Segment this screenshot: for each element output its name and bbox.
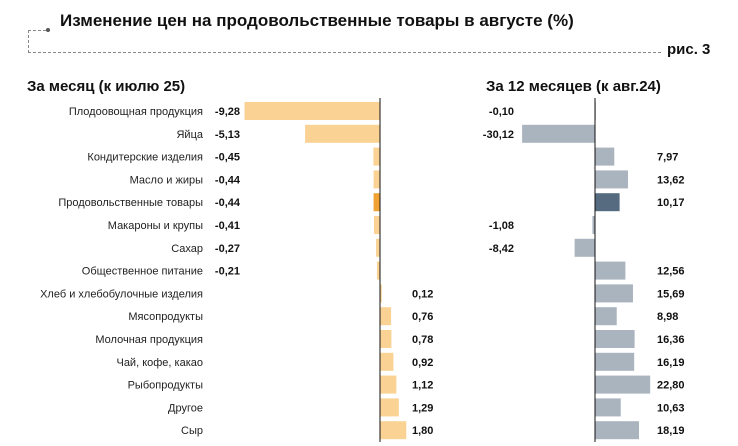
right-panel-title: За 12 месяцев (к авг.24) — [486, 78, 661, 95]
value-label: -0,21 — [215, 266, 240, 278]
bar-12m-10 — [595, 330, 635, 348]
bar-12m-4 — [595, 193, 620, 212]
bar-month-2 — [373, 147, 380, 166]
left-panel-title: За месяц (к июлю 25) — [27, 78, 186, 95]
bar-month-9 — [380, 307, 392, 326]
value-label: 16,36 — [657, 334, 685, 346]
value-label: 0,76 — [412, 311, 433, 323]
title-frame — [28, 30, 661, 53]
value-label: 0,78 — [412, 334, 433, 346]
bar-12m-12 — [595, 375, 651, 394]
category-label: Молочная продукция — [95, 334, 203, 346]
figure-label: рис. 3 — [667, 41, 711, 58]
value-label: 8,98 — [657, 311, 678, 323]
value-label: 18,19 — [657, 425, 685, 437]
value-label: -0,10 — [489, 106, 514, 118]
bar-month-1 — [305, 124, 380, 143]
title-dot — [46, 28, 50, 32]
category-label: Продовольственные товары — [58, 197, 203, 209]
value-label: 12,56 — [657, 266, 685, 278]
bar-month-12 — [380, 375, 397, 394]
category-label: Яйца — [176, 129, 203, 141]
value-label: -5,13 — [215, 129, 240, 141]
category-label: Сыр — [181, 425, 203, 437]
bar-month-14 — [380, 421, 407, 440]
value-label: 0,12 — [412, 288, 433, 300]
bar-12m-13 — [595, 398, 621, 417]
value-label: 13,62 — [657, 174, 685, 186]
bar-month-8 — [380, 284, 382, 303]
value-label: -0,45 — [215, 152, 240, 164]
bar-month-10 — [380, 330, 392, 348]
category-label: Сахар — [171, 243, 203, 255]
category-label: Хлеб и хлебобулочные изделия — [40, 288, 203, 300]
category-label: Кондитерские изделия — [87, 152, 203, 164]
value-label: -9,28 — [215, 106, 240, 118]
bar-12m-14 — [595, 421, 640, 440]
category-label: Чай, кофе, какао — [116, 357, 203, 369]
bar-12m-5 — [592, 216, 595, 234]
value-label: -0,44 — [215, 197, 241, 209]
category-label: Мясопродукты — [128, 311, 203, 323]
category-label: Общественное питание — [82, 266, 203, 278]
category-label: Другое — [168, 402, 203, 414]
category-label: Макароны и крупы — [108, 220, 203, 232]
value-label: 0,92 — [412, 357, 433, 369]
category-label: Масло и жиры — [130, 174, 203, 186]
value-label: 7,97 — [657, 152, 678, 164]
bar-12m-6 — [574, 238, 595, 257]
value-label: 1,12 — [412, 380, 433, 392]
bar-12m-7 — [595, 261, 626, 280]
value-label: -0,44 — [215, 174, 241, 186]
bar-12m-2 — [595, 147, 615, 166]
bar-12m-3 — [595, 170, 628, 189]
value-label: -0,27 — [215, 243, 240, 255]
category-label: Рыбопродукты — [128, 380, 204, 392]
bar-month-6 — [376, 238, 380, 257]
value-label: 15,69 — [657, 288, 685, 300]
bar-month-7 — [376, 261, 380, 280]
bar-month-4 — [373, 193, 380, 212]
bar-month-3 — [373, 170, 380, 189]
bar-12m-11 — [595, 352, 635, 371]
bar-12m-8 — [595, 284, 633, 303]
value-label: -1,08 — [489, 220, 514, 232]
bar-12m-1 — [522, 124, 595, 143]
bar-12m-9 — [595, 307, 617, 326]
chart-title: Изменение цен на продовольственные товар… — [60, 11, 574, 30]
value-label: -8,42 — [489, 243, 514, 255]
value-label: 22,80 — [657, 380, 685, 392]
title-frame-top — [28, 30, 46, 31]
bar-month-0 — [244, 102, 380, 120]
value-label: 10,17 — [657, 197, 685, 209]
bar-month-5 — [374, 216, 380, 234]
category-label: Плодоовощная продукция — [69, 106, 203, 118]
bar-month-13 — [380, 398, 399, 417]
value-label: 16,19 — [657, 357, 685, 369]
bar-month-11 — [380, 352, 394, 371]
value-label: 1,80 — [412, 425, 433, 437]
value-label: 10,63 — [657, 402, 685, 414]
value-label: -30,12 — [483, 129, 514, 141]
value-label: -0,41 — [215, 220, 240, 232]
value-label: 1,29 — [412, 402, 433, 414]
